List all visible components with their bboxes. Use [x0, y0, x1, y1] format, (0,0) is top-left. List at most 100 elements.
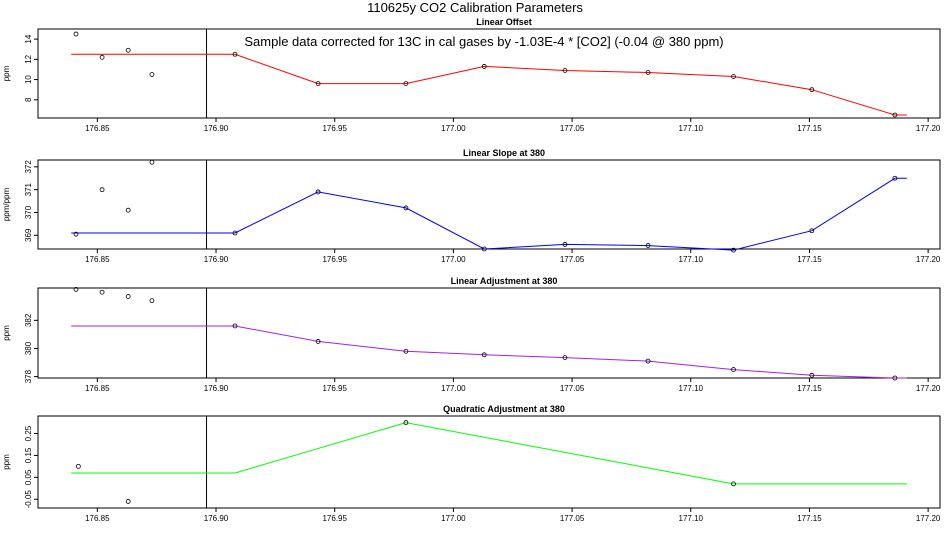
data-point: [645, 358, 651, 364]
data-point: [73, 31, 79, 37]
x-tick-label: 176.90: [204, 514, 229, 523]
panel-title: Linear Adjustment at 380: [451, 276, 558, 286]
y-tick-label: 370: [24, 205, 33, 219]
data-point: [125, 47, 131, 53]
data-point: [809, 228, 815, 234]
data-point: [315, 339, 321, 344]
y-tick-label: 14: [24, 34, 33, 43]
x-tick-label: 176.85: [85, 124, 110, 133]
y-tick-label: 8: [24, 97, 33, 102]
chart-panel-1: Linear Offset Sample data corrected for 1…: [2, 17, 941, 133]
data-point: [75, 463, 81, 469]
data-point: [481, 246, 487, 252]
chart-panel-2: Linear Slope at 380 176.85 176.90 176.95 177…: [2, 148, 941, 264]
data-point: [645, 243, 651, 248]
x-tick-label: 177.05: [560, 514, 585, 523]
data-point: [731, 367, 736, 372]
x-tick-label: 177.10: [679, 255, 704, 264]
plot-frame: [37, 28, 941, 119]
data-point: [892, 112, 898, 118]
x-tick-label: 177.00: [441, 255, 466, 264]
page-title: 110625y CO2 Calibration Parameters: [367, 0, 583, 15]
data-point: [403, 81, 409, 87]
data-point: [149, 298, 155, 304]
x-tick-label: 177.20: [916, 514, 941, 523]
data-point: [232, 230, 238, 236]
data-point: [403, 420, 409, 425]
data-point: [315, 189, 321, 195]
data-point: [562, 355, 568, 361]
data-point: [149, 72, 155, 77]
data-point: [809, 87, 815, 93]
data-point: [125, 499, 131, 504]
x-tick-label: 177.20: [916, 384, 941, 393]
data-point: [731, 247, 736, 253]
y-tick-label: 0.05: [24, 469, 33, 485]
x-tick-label: 177.20: [916, 255, 941, 264]
x-tick-label: 177.10: [679, 514, 704, 523]
y-tick-label: 372: [24, 160, 33, 174]
y-tick-label: -0.05: [24, 490, 33, 509]
series-line: [71, 177, 907, 251]
x-tick-label: 176.85: [85, 384, 110, 393]
x-tick-label: 177.15: [797, 384, 822, 393]
y-axis-label: ppm/ppm: [2, 187, 11, 221]
data-point: [731, 481, 736, 487]
data-point: [232, 323, 238, 329]
data-point: [892, 375, 898, 381]
x-tick-label: 176.95: [322, 124, 347, 133]
y-tick-label: 371: [24, 182, 33, 196]
data-point: [125, 207, 131, 213]
y-tick-label: 10: [24, 75, 33, 84]
data-point: [481, 352, 487, 358]
y-tick-label: 380: [24, 341, 33, 355]
data-point: [809, 372, 815, 378]
data-point: [562, 68, 568, 73]
data-point: [403, 348, 409, 354]
data-point: [149, 159, 155, 165]
plot-frame: [37, 415, 941, 509]
series-line: [71, 325, 907, 379]
x-tick-label: 176.90: [204, 124, 229, 133]
x-tick-label: 177.10: [679, 124, 704, 133]
x-tick-label: 176.90: [204, 384, 229, 393]
x-tick-label: 176.95: [322, 255, 347, 264]
y-tick-label: 12: [24, 54, 33, 63]
chart-panel-4: Quadratic Adjustment at 380 176.85 176.90 1…: [2, 404, 941, 523]
x-tick-label: 177.00: [441, 514, 466, 523]
y-axis-label: ppm: [2, 65, 11, 81]
y-axis-label: ppm: [2, 325, 11, 341]
x-tick-label: 177.15: [797, 255, 822, 264]
data-point: [232, 51, 238, 57]
data-point: [403, 205, 409, 211]
y-tick-label: 369: [24, 228, 33, 242]
x-tick-label: 176.95: [322, 514, 347, 523]
plot-frame: [37, 159, 941, 250]
x-tick-label: 176.95: [322, 384, 347, 393]
x-tick-label: 177.10: [679, 384, 704, 393]
y-tick-label: 382: [24, 313, 33, 327]
panel-title: Linear Slope at 380: [463, 148, 545, 158]
data-point: [73, 287, 79, 292]
data-point: [99, 187, 105, 193]
y-tick-label: 378: [24, 369, 33, 383]
x-tick-label: 177.00: [441, 384, 466, 393]
chart-panel-3: Linear Adjustment at 380 176.85 176.90 176.…: [2, 276, 941, 393]
data-point: [315, 81, 321, 87]
data-point: [481, 64, 487, 69]
y-axis-label: ppm: [2, 454, 11, 470]
x-tick-label: 177.05: [560, 124, 585, 133]
data-point: [99, 289, 105, 295]
data-point: [731, 74, 736, 79]
plot-frame: [37, 287, 941, 379]
x-tick-label: 176.85: [85, 514, 110, 523]
y-tick-label: 0.25: [24, 425, 33, 441]
x-tick-label: 176.90: [204, 255, 229, 264]
x-tick-label: 177.15: [797, 514, 822, 523]
data-point: [562, 242, 568, 247]
data-point: [125, 294, 131, 299]
panel-title: Linear Offset: [476, 17, 532, 27]
y-tick-label: 0.15: [24, 447, 33, 463]
x-tick-label: 176.85: [85, 255, 110, 264]
